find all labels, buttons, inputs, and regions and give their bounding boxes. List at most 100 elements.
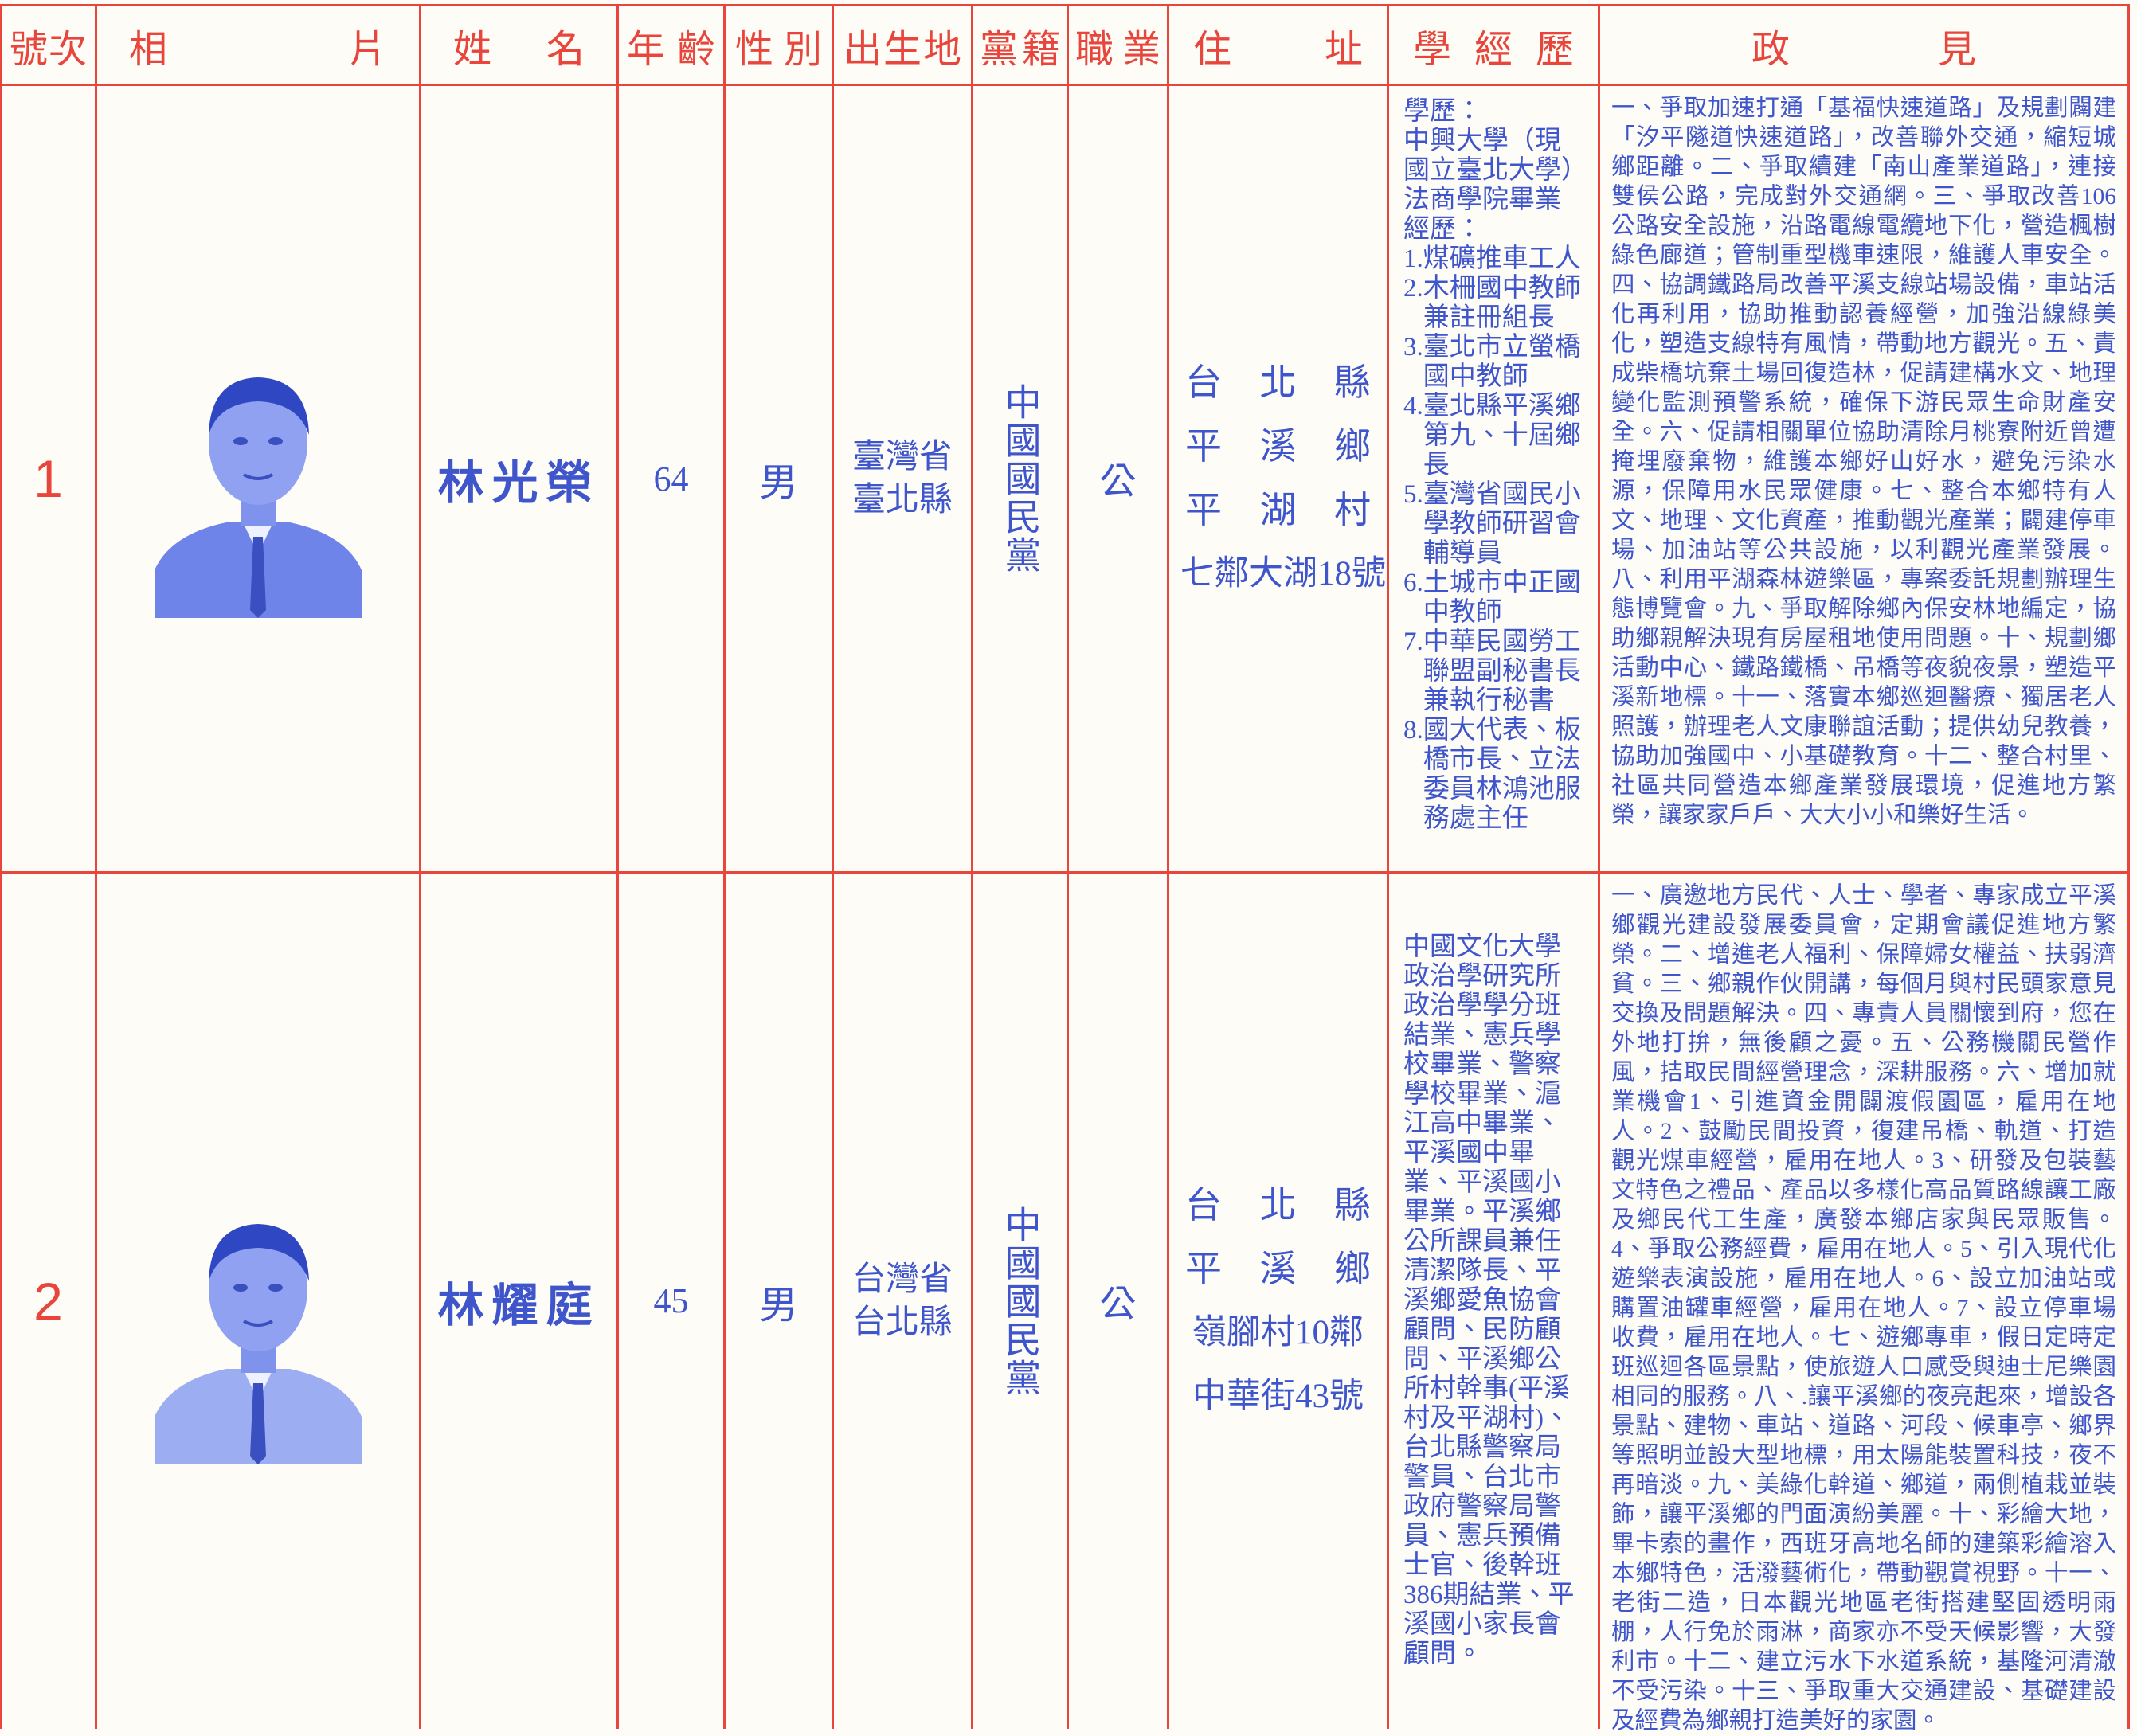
address: 台北縣平溪鄉平湖村七鄰大湖18號 [1180,351,1386,606]
address-line: 台北縣 [1185,362,1371,403]
education-line: 中國文化大學政治學研究所政治學學分班結業、憲兵學校畢業、警察學校畢業、滬江高中畢… [1403,933,1575,1668]
number-cell: 2 [2,874,95,1728]
header-label: 年齡 [627,28,715,71]
candidate-name: 林光榮 [437,457,601,509]
candidate-name: 林耀庭 [437,1279,601,1331]
column-rule [95,5,97,1729]
education: 學歷： 中興大學（現國立臺北大學）法商學院畢業 經歷： 1.煤礦推車工人 2.木柵國中教… [1403,97,1585,834]
column-rule [2127,5,2130,1729]
candidate-number: 1 [33,449,63,508]
column-rule [1067,5,1069,1729]
candidate-age: 45 [653,1281,689,1320]
header-cell: 號次 [2,6,95,84]
policy-cell: 一、爭取加速打通「基福快速道路」及規劃闢建「汐平隧道快速道路」，改善聯外交通，縮… [1600,86,2127,871]
candidate-age: 64 [653,459,689,499]
age-cell: 45 [619,874,723,1728]
education-line: 5.臺灣省國民小學教師研習會輔導員 [1403,480,1581,568]
birthplace-cell: 臺灣省 臺北縣 [834,86,971,871]
column-rule [616,5,619,1729]
birthplace-line: 臺灣省 [851,439,953,475]
occupation-cell: 公 [1069,86,1167,871]
occupation-cell: 公 [1069,874,1167,1728]
address-line: 嶺腳村10鄰 [1192,1313,1364,1351]
header-cell: 住址 [1169,6,1387,84]
address-cell: 台北縣 平溪鄉 嶺腳村10鄰 中華街43號 [1169,874,1387,1728]
header-label: 性別 [735,28,822,71]
column-rule [1598,5,1600,1729]
address-line: 平溪鄉 [1185,426,1371,467]
photo-cell [97,86,419,871]
header-label: 住址 [1193,28,1363,71]
candidate-photo [155,355,362,618]
column-rule [832,5,834,1729]
name-cell: 林耀庭 [421,874,616,1728]
education-cell: 學歷： 中興大學（現國立臺北大學）法商學院畢業 經歷： 1.煤礦推車工人 2.木柵國中教… [1389,86,1598,871]
header-cell: 黨籍 [973,6,1067,84]
education-line: 3.臺北市立螢橋國中教師 [1403,333,1581,391]
education-cell: 中國文化大學政治學研究所政治學學分班結業、憲兵學校畢業、警察學校畢業、滬江高中畢… [1389,874,1598,1728]
column-rule [723,5,726,1729]
candidate-occupation: 公 [1099,1283,1137,1324]
birthplace-line: 台北縣 [851,1304,953,1341]
candidate-number: 2 [33,1271,63,1331]
party-cell: 中國國民黨 [973,874,1067,1728]
header-cell: 學經歷 [1389,6,1598,84]
birthplace-line: 臺北縣 [851,482,953,518]
education-line: 4.臺北縣平溪鄉第九、十屆鄉長 [1403,392,1581,479]
header-label: 學經歷 [1413,28,1574,71]
candidate-occupation: 公 [1099,461,1137,502]
name-cell: 林光榮 [421,86,616,871]
header-cell: 職業 [1069,6,1167,84]
education-line: 6.土城市中正國中教師 [1403,569,1581,627]
header-cell: 出生地 [834,6,971,84]
address-cell: 台北縣平溪鄉平湖村七鄰大湖18號 [1169,86,1387,871]
birthplace: 台灣省 台北縣 [852,1258,953,1344]
column-rule [1167,5,1169,1729]
address-line: 平湖村 [1185,490,1371,530]
candidate-party: 中國國民黨 [1000,1205,1041,1397]
education-line: 8.國大代表、板橋市長、立法委員林鴻池服務處主任 [1403,716,1581,833]
candidate-photo [155,1201,362,1464]
education-line: 中興大學（現國立臺北大學）法商學院畢業 [1403,127,1575,214]
party-cell: 中國國民黨 [973,86,1067,871]
education-line: 1.煤礦推車工人 [1403,244,1581,273]
address-line: 平溪鄉 [1185,1248,1371,1289]
header-cell: 相片 [97,6,419,84]
column-rule [0,5,2,1729]
education-line: 7.中華民國勞工聯盟副秘書長兼執行秘書 [1403,628,1581,715]
header-cell: 政見 [1600,6,2127,84]
header-label: 黨籍 [980,28,1060,71]
column-rule [419,5,421,1729]
header-label: 姓名 [453,28,585,71]
gender-cell: 男 [726,874,832,1728]
candidate-party: 中國國民黨 [1000,383,1041,574]
row-rule [0,84,2130,86]
header-label: 政見 [1751,28,1976,71]
number-cell: 1 [2,86,95,871]
birthplace-line: 台灣省 [851,1261,953,1298]
address: 台北縣 平溪鄉 嶺腳村10鄰 中華街43號 [1180,1174,1376,1429]
candidate-gender: 男 [759,462,798,504]
policy-text: 一、廣邀地方民代、人士、學者、專家成立平溪鄉觀光建設發展委員會，定期會議促進地方… [1611,883,2116,1734]
column-rule [1387,5,1389,1729]
address-line: 中華街43號 [1192,1377,1364,1415]
header-label: 出生地 [843,28,961,71]
education-line: 學歷： [1403,97,1482,126]
candidate-gender: 男 [759,1284,798,1327]
header-label: 職業 [1075,28,1160,71]
education-line: 2.木柵國中教師兼註冊組長 [1403,274,1581,332]
header-label: 號次 [10,28,87,71]
birthplace: 臺灣省 臺北縣 [852,436,953,522]
column-rule [971,5,973,1729]
policy-cell: 一、廣邀地方民代、人士、學者、專家成立平溪鄉觀光建設發展委員會，定期會議促進地方… [1600,874,2127,1734]
photo-cell [97,874,419,1728]
birthplace-cell: 台灣省 台北縣 [834,874,971,1728]
address-line: 七鄰大湖18號 [1180,555,1386,592]
header-cell: 姓名 [421,6,616,84]
header-cell: 性別 [726,6,832,84]
gender-cell: 男 [726,86,832,871]
header-label: 相片 [129,28,387,71]
row-rule [0,871,2130,874]
